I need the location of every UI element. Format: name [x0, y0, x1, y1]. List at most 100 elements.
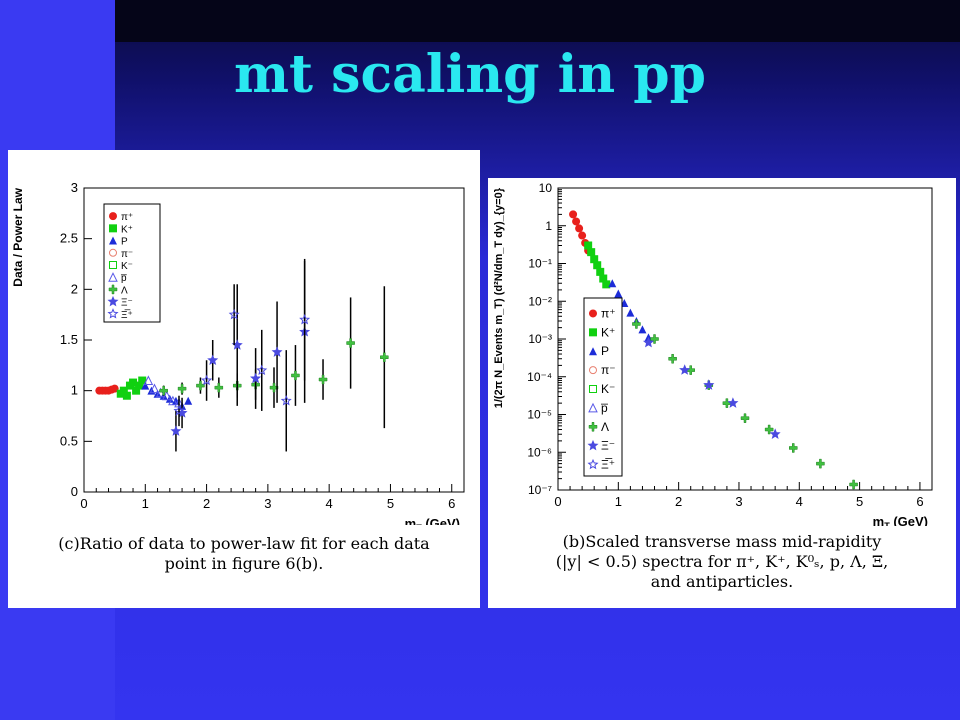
legend-marker [589, 347, 597, 356]
x-axis-label: mT (GeV) [873, 514, 928, 526]
data-point [686, 365, 695, 375]
x-tick-label: 1 [615, 494, 622, 509]
data-point [170, 425, 182, 436]
y-tick-label: 2 [71, 281, 78, 296]
data-point [769, 428, 781, 440]
data-point [816, 458, 825, 469]
slide-top-bar [115, 0, 960, 42]
left-caption: (c)Ratio of data to power-law fit for ea… [8, 534, 480, 574]
data-point [214, 382, 224, 393]
data-point [299, 313, 311, 325]
data-point [196, 380, 205, 391]
y-tick-label: 1 [71, 383, 78, 398]
data-point [171, 396, 180, 405]
y-tick-label: 2.5 [60, 231, 78, 246]
y-tick-label: 10 [539, 181, 553, 195]
legend-marker [589, 366, 597, 375]
legend-label: Ξ⁻ [121, 298, 133, 309]
data-point [614, 289, 623, 298]
data-point [280, 394, 292, 406]
legend-marker [109, 261, 117, 269]
legend-label: π⁻ [601, 363, 616, 377]
data-point [318, 374, 328, 385]
legend-marker [109, 224, 117, 233]
right-figure-panel: 0 1 2 3 4 5 6 10 1 10⁻¹ 10⁻² 10⁻³ 10⁻⁴ 10⁻⁵ 10⁻⁶ 10⁻⁷ mT… [488, 178, 956, 608]
data-point [602, 280, 611, 289]
data-point [650, 334, 659, 344]
data-point [184, 396, 193, 405]
data-point [291, 370, 300, 381]
legend-label: P [121, 237, 128, 248]
data-point [727, 397, 739, 408]
data-point [764, 424, 774, 435]
legend-label: Ξ̅⁺ [121, 309, 133, 321]
data-point [703, 379, 715, 390]
data-point [608, 279, 617, 288]
data-point [599, 274, 608, 283]
legend-label: K⁺ [601, 325, 615, 339]
legend-marker [109, 236, 117, 245]
x-tick-label: 2 [203, 496, 210, 511]
legend-label: p̅ [601, 401, 609, 415]
data-point [789, 443, 798, 453]
data-point [132, 386, 141, 395]
data-point [584, 241, 593, 250]
data-point [269, 382, 279, 393]
data-point [679, 364, 691, 375]
data-point [250, 372, 262, 384]
legend-marker [588, 402, 598, 413]
x-tick-label: 4 [796, 494, 803, 509]
right-caption-line-1: (b)Scaled transverse mass mid-rapidity [562, 532, 882, 551]
x-tick-label: 2 [675, 494, 682, 509]
legend-label: Λ [601, 420, 609, 434]
x-tick-label: 5 [856, 494, 863, 509]
legend-label: P [601, 344, 609, 358]
data-point [173, 405, 185, 416]
data-point [256, 364, 268, 376]
legend-label: π⁻ [121, 249, 133, 260]
legend-label: p̅ [121, 273, 127, 284]
legend-marker [109, 212, 117, 221]
data-point [129, 378, 138, 387]
data-point [122, 391, 131, 400]
data-point [161, 390, 172, 401]
y-tick-label: 10⁻⁶ [527, 445, 552, 459]
y-tick-label: 10⁻⁷ [528, 483, 552, 497]
data-point [642, 336, 655, 348]
data-point [849, 479, 858, 490]
x-tick-label: 1 [142, 496, 149, 511]
legend-marker [589, 385, 597, 393]
data-point [346, 338, 355, 348]
data-point [168, 395, 178, 406]
left-caption-line-2: point in figure 6(b). [164, 554, 324, 573]
data-point [638, 325, 647, 334]
legend-label: K⁻ [601, 382, 615, 396]
data-point [587, 248, 596, 257]
x-tick-label: 3 [264, 496, 271, 511]
data-point [572, 217, 581, 226]
legend-label: π⁺ [601, 306, 616, 320]
right-caption-line-2: (|y| < 0.5) spectra for π⁺, K⁺, K⁰ₛ, p, … [555, 552, 889, 571]
data-point [569, 210, 578, 219]
data-point [575, 224, 584, 233]
x-tick-label: 6 [448, 496, 455, 511]
data-point [740, 413, 750, 423]
ratio-chart: 0 1 2 3 4 5 6 0 0.5 1 1.5 2 2.5 3 mT (GeV) Data / Power… [11, 180, 465, 525]
data-point [177, 383, 187, 394]
y-axis-label: Data / Power Law [11, 187, 25, 286]
data-point [138, 376, 147, 385]
data-point [143, 375, 154, 386]
x-tick-label: 3 [735, 494, 742, 509]
legend-label: Ξ̅⁺ [601, 458, 615, 472]
data-point [149, 383, 160, 394]
data-point [228, 308, 240, 320]
data-point [668, 353, 677, 364]
y-tick-label: 0 [71, 484, 78, 499]
data-point [590, 255, 599, 264]
legend-label: π⁺ [121, 212, 133, 223]
data-point [110, 384, 119, 393]
y-tick-label: 10⁻⁵ [527, 408, 552, 422]
y-tick-label: 1.5 [60, 332, 78, 347]
legend-marker [587, 458, 599, 470]
data-point [596, 267, 605, 276]
